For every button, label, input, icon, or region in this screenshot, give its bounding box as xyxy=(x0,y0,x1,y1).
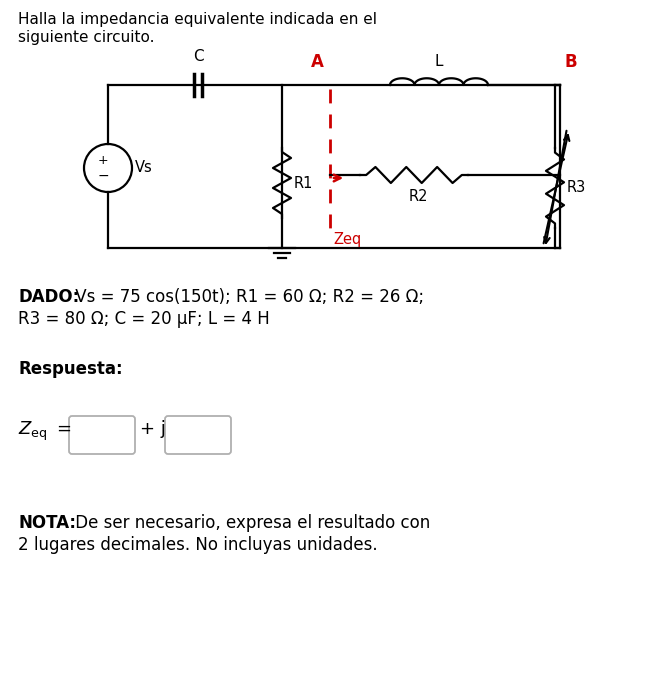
Text: A: A xyxy=(311,53,323,71)
Text: siguiente circuito.: siguiente circuito. xyxy=(18,30,154,45)
Text: R3: R3 xyxy=(567,181,587,195)
Text: Vs: Vs xyxy=(135,160,153,176)
Text: R3 = 80 Ω; C = 20 μF; L = 4 H: R3 = 80 Ω; C = 20 μF; L = 4 H xyxy=(18,310,270,328)
Text: Zeq: Zeq xyxy=(333,232,361,247)
Text: B: B xyxy=(564,53,576,71)
Text: + j: + j xyxy=(140,420,166,438)
Text: =: = xyxy=(56,420,71,438)
Text: −: − xyxy=(97,169,109,183)
FancyBboxPatch shape xyxy=(69,416,135,454)
Text: DADO:: DADO: xyxy=(18,288,79,306)
Text: 2 lugares decimales. No incluyas unidades.: 2 lugares decimales. No incluyas unidade… xyxy=(18,536,377,554)
Text: R1: R1 xyxy=(294,176,313,190)
Text: $Z_\mathrm{eq}$: $Z_\mathrm{eq}$ xyxy=(18,420,47,443)
Text: R2: R2 xyxy=(408,189,428,204)
Text: NOTA:: NOTA: xyxy=(18,514,76,532)
FancyBboxPatch shape xyxy=(165,416,231,454)
Text: +: + xyxy=(98,155,108,167)
Text: C: C xyxy=(192,49,203,64)
Text: L: L xyxy=(435,54,444,69)
Text: De ser necesario, expresa el resultado con: De ser necesario, expresa el resultado c… xyxy=(70,514,430,532)
Text: Vs = 75 cos(150t); R1 = 60 Ω; R2 = 26 Ω;: Vs = 75 cos(150t); R1 = 60 Ω; R2 = 26 Ω; xyxy=(70,288,424,306)
Text: Respuesta:: Respuesta: xyxy=(18,360,123,378)
Text: Halla la impedancia equivalente indicada en el: Halla la impedancia equivalente indicada… xyxy=(18,12,377,27)
